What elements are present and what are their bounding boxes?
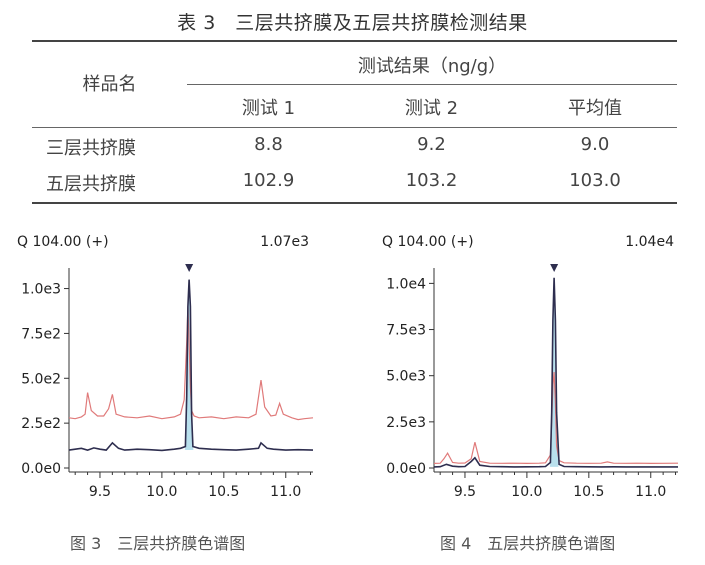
cell-three-layer-test1: 8.8 [254,134,283,155]
chromatogram-five-layer: Q 104.00 (+) 1.04e4 0.0e0 2.5e3 5.0e3 7.5e3 1.… [370,228,705,518]
trace-dark [68,279,314,452]
x-tick-label: 10.5 [573,484,604,500]
table-bottom-rule [32,202,677,204]
y-tick-label: 5.0e2 [21,371,61,387]
peak-marker-icon [185,264,194,272]
trace-red [68,306,314,421]
chromatogram-three-layer: Q 104.00 (+) 1.07e3 0.0e0 2.5e2 5.0e2 7.5e2 1.… [5,228,345,518]
y-tick-label: 0.0e0 [21,461,61,477]
figure-3-caption: 图 3 三层共挤膜色谱图 [70,534,246,553]
y-tick-label: 5.0e3 [386,369,426,385]
x-tick-label: 9.5 [454,484,476,500]
y-tick-label: 2.5e2 [21,416,61,432]
channel-label: Q 104.00 (+) [382,234,474,250]
results-table: 样品名 测试结果（ng/g） 测试 1 测试 2 平均值 三层共挤膜 8.8 9… [32,40,677,205]
peak-marker-icon [550,264,559,272]
y-tick-label: 7.5e3 [386,323,426,339]
table-subheader-rule [187,84,677,85]
header-test-1: 测试 1 [241,98,296,119]
x-tick-label: 10.0 [511,484,542,500]
header-test-2: 测试 2 [404,98,459,119]
chromatogram-three-layer-svg: Q 104.00 (+) 1.07e3 0.0e0 2.5e2 5.0e2 7.5e2 1.… [17,234,314,500]
y-tick-label: 7.5e2 [21,326,61,342]
x-tick-label: 10.0 [146,484,177,500]
max-intensity-label: 1.04e4 [625,234,674,250]
figure-4-caption: 图 4 五层共挤膜色谱图 [440,534,616,553]
y-tick-label: 1.0e4 [386,276,426,292]
cell-three-layer-test2: 9.2 [417,134,446,155]
x-tick-label: 10.5 [208,484,239,500]
x-tick-label: 11.0 [270,484,301,500]
cell-five-layer-average: 103.0 [569,170,621,191]
table-title: 表 3 三层共挤膜及五层共挤膜检测结果 [177,12,528,34]
x-tick-label: 11.0 [635,484,666,500]
y-tick-label: 0.0e0 [386,461,426,477]
chromatogram-five-layer-svg: Q 104.00 (+) 1.04e4 0.0e0 2.5e3 5.0e3 7.5e3 1.… [382,234,679,500]
trace-dark [433,277,678,468]
row-name-five-layer: 五层共挤膜 [46,174,136,195]
cell-five-layer-test2: 103.2 [405,170,458,191]
channel-label: Q 104.00 (+) [17,234,109,250]
table-header-rule [32,127,677,128]
header-test-results: 测试结果（ng/g） [357,56,507,77]
cell-three-layer-average: 9.0 [580,134,610,155]
table-top-rule [32,40,677,42]
cell-five-layer-test1: 102.9 [242,170,295,191]
x-tick-label: 9.5 [89,484,111,500]
header-average: 平均值 [568,98,622,119]
row-name-three-layer: 三层共挤膜 [46,138,136,159]
y-tick-label: 1.0e3 [21,282,61,298]
y-tick-label: 2.5e3 [386,415,426,431]
header-sample-name: 样品名 [82,74,137,95]
max-intensity-label: 1.07e3 [260,234,309,250]
